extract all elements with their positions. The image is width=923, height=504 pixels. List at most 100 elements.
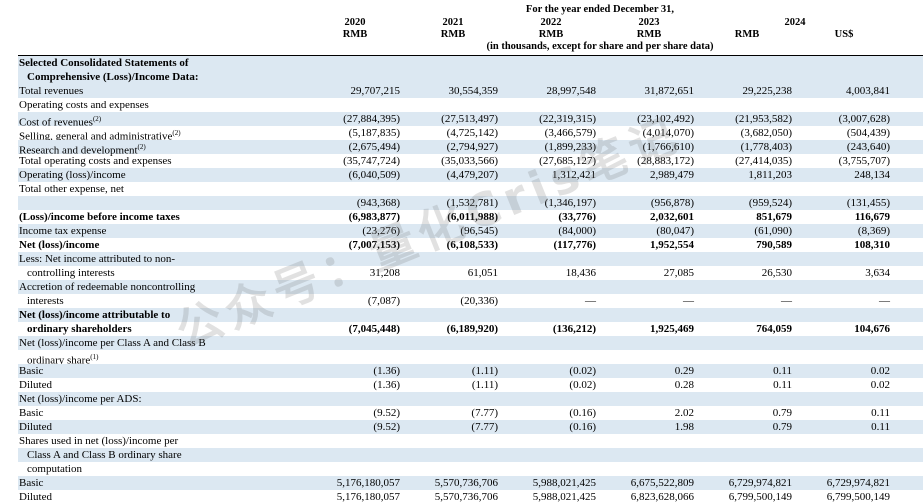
table-cell: (3,682,050) bbox=[740, 127, 792, 139]
table-cell: (943,368) bbox=[356, 197, 400, 209]
row-shade bbox=[18, 252, 923, 266]
row-label: Class A and Class B ordinary share bbox=[27, 448, 182, 462]
period-title: For the year ended December 31, bbox=[525, 4, 675, 15]
col-header-usd-currency: US$ bbox=[834, 29, 854, 40]
table-cell: (6,189,920) bbox=[446, 323, 498, 335]
table-cell: (4,725,142) bbox=[446, 127, 498, 139]
table-cell: (27,513,497) bbox=[441, 113, 498, 125]
row-label: Income tax expense bbox=[19, 224, 106, 238]
table-cell: 6,799,500,149 bbox=[728, 491, 792, 503]
table-cell: 851,679 bbox=[756, 211, 792, 223]
row-shade bbox=[18, 196, 923, 210]
table-cell: 31,872,651 bbox=[644, 85, 695, 97]
row-label-text: Basic bbox=[19, 477, 44, 489]
table-cell: (1.11) bbox=[471, 379, 498, 391]
units-note: (in thousands, except for share and per … bbox=[486, 41, 714, 52]
table-cell: (6,040,509) bbox=[348, 169, 400, 181]
table-cell: 5,570,736,706 bbox=[434, 491, 498, 503]
table-cell: 26,530 bbox=[761, 267, 792, 279]
table-cell: 5,176,180,057 bbox=[336, 477, 400, 489]
row-shade bbox=[18, 336, 923, 350]
row-label: computation bbox=[27, 462, 82, 476]
table-cell: (22,319,315) bbox=[539, 113, 596, 125]
table-cell: (35,033,566) bbox=[441, 155, 498, 167]
table-cell: 0.29 bbox=[674, 365, 694, 377]
row-label-text: Total revenues bbox=[19, 85, 84, 97]
row-label-text: interests bbox=[27, 295, 64, 307]
row-label-text: Net (loss)/income bbox=[19, 239, 100, 251]
row-label: Diluted bbox=[19, 490, 52, 504]
table-cell: (956,878) bbox=[650, 197, 694, 209]
table-cell: (23,276) bbox=[362, 225, 400, 237]
section-title-bg bbox=[18, 56, 923, 84]
table-cell: (0.16) bbox=[569, 407, 596, 419]
table-cell: 61,051 bbox=[467, 267, 498, 279]
row-label: Basic bbox=[19, 476, 43, 490]
row-label-text: Net (loss)/income attributable to bbox=[19, 309, 171, 321]
table-cell: (20,336) bbox=[460, 295, 498, 307]
footnote-marker: (1) bbox=[90, 353, 99, 361]
col-header-2022-currency: RMB bbox=[538, 29, 564, 40]
row-label: Diluted bbox=[19, 378, 52, 392]
table-cell: 0.79 bbox=[772, 421, 792, 433]
row-shade bbox=[18, 476, 923, 490]
table-cell: 0.28 bbox=[674, 379, 694, 391]
row-label: Total revenues bbox=[19, 84, 83, 98]
table-cell: 6,799,500,149 bbox=[826, 491, 890, 503]
col-header-2023-year: 2023 bbox=[638, 17, 660, 28]
table-cell: (1,778,403) bbox=[740, 141, 792, 153]
table-cell: (504,439) bbox=[846, 127, 890, 139]
table-cell: 29,225,238 bbox=[742, 85, 793, 97]
row-shade bbox=[18, 280, 923, 294]
table-cell: (117,776) bbox=[553, 239, 596, 251]
table-cell: (7,087) bbox=[367, 295, 400, 307]
table-cell: (8,369) bbox=[857, 225, 890, 237]
table-cell: (27,414,035) bbox=[735, 155, 792, 167]
table-cell: 108,310 bbox=[854, 239, 890, 251]
table-cell: (3,466,579) bbox=[544, 127, 596, 139]
table-cell: 2,032,601 bbox=[650, 211, 694, 223]
table-cell: (61,090) bbox=[754, 225, 792, 237]
footnote-marker: (2) bbox=[92, 115, 102, 123]
table-cell: 104,676 bbox=[854, 323, 890, 335]
table-cell: 5,570,736,706 bbox=[434, 477, 498, 489]
table-cell: 0.79 bbox=[772, 407, 792, 419]
table-cell: 790,589 bbox=[756, 239, 792, 251]
table-cell: 31,208 bbox=[369, 267, 400, 279]
table-cell: — bbox=[879, 295, 890, 307]
row-label-text: Basic bbox=[19, 407, 44, 419]
row-label: Diluted bbox=[19, 420, 52, 434]
table-cell: (3,755,707) bbox=[838, 155, 890, 167]
table-cell: — bbox=[683, 295, 694, 307]
header-rule bbox=[18, 55, 923, 56]
row-shade bbox=[18, 308, 923, 322]
table-cell: (27,884,395) bbox=[343, 113, 400, 125]
col-header-2021-currency: RMB bbox=[440, 29, 466, 40]
table-cell: (96,545) bbox=[460, 225, 498, 237]
table-cell: (33,776) bbox=[558, 211, 596, 223]
col-header-2024-currency: RMB bbox=[734, 29, 760, 40]
col-header-2023-currency: RMB bbox=[636, 29, 662, 40]
col-header-2024-year: 2024 bbox=[784, 17, 806, 28]
table-cell: (9.52) bbox=[373, 407, 400, 419]
table-cell: — bbox=[781, 295, 792, 307]
table-cell: 5,988,021,425 bbox=[532, 477, 596, 489]
table-cell: (1.11) bbox=[471, 365, 498, 377]
row-label: Net (loss)/income per Class A and Class … bbox=[19, 336, 206, 350]
row-label: ordinary shareholders bbox=[27, 322, 132, 336]
table-cell: (9.52) bbox=[373, 421, 400, 433]
row-label-text: Shares used in net (loss)/income per bbox=[19, 435, 179, 447]
row-shade bbox=[18, 168, 923, 182]
row-label-text: ordinary shareholders bbox=[27, 323, 132, 335]
table-cell: (131,455) bbox=[846, 197, 890, 209]
table-cell: (1.36) bbox=[373, 379, 400, 391]
table-cell: (0.02) bbox=[569, 379, 596, 391]
row-label: (Loss)/income before income taxes bbox=[19, 210, 180, 224]
table-cell: 1,952,554 bbox=[650, 239, 694, 251]
row-label-text: Basic bbox=[19, 365, 44, 377]
table-cell: 18,436 bbox=[565, 267, 596, 279]
row-shade bbox=[18, 392, 923, 406]
footnote-marker: (2) bbox=[172, 129, 181, 137]
col-header-2022-year: 2022 bbox=[540, 17, 562, 28]
table-cell: 27,085 bbox=[663, 267, 694, 279]
